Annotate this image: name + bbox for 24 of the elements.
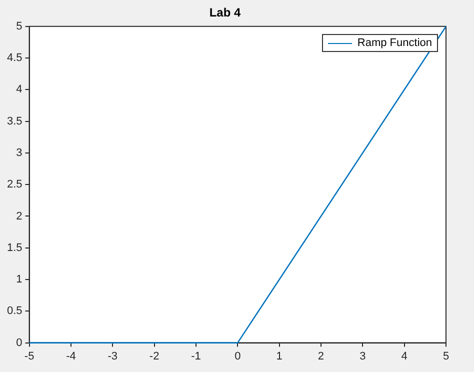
x-tick-label: -4: [66, 350, 76, 362]
y-tick-label: 3: [16, 146, 22, 159]
x-tick-label: 1: [276, 350, 282, 362]
y-tick-label: 1: [16, 274, 22, 286]
x-tick-label: 5: [442, 350, 450, 362]
y-tick-label: 1.5: [6, 242, 22, 254]
x-tick-label: 3: [360, 350, 366, 362]
x-tick-label: -3: [108, 350, 118, 362]
x-tick-label: -2: [149, 350, 160, 362]
y-tick-label: 2: [16, 210, 22, 222]
chart-title: Lab 4: [209, 6, 241, 20]
x-tick-label: -5: [24, 350, 34, 362]
x-tick-label: 0: [234, 350, 241, 362]
x-tick-label: -1: [191, 350, 201, 362]
y-tick-label: 3.5: [6, 115, 22, 128]
y-tick-label: 0: [16, 336, 22, 349]
y-tick-label: 2.5: [6, 178, 22, 191]
y-tick-label: 0.5: [6, 305, 22, 318]
legend-label: Ramp Function: [357, 37, 432, 50]
x-tick-label: 2: [318, 350, 324, 362]
y-tick-label: 5: [16, 20, 22, 32]
y-tick-label: 4: [16, 84, 22, 96]
y-tick-label: 4.5: [6, 52, 22, 64]
x-tick-label: 4: [401, 350, 408, 362]
